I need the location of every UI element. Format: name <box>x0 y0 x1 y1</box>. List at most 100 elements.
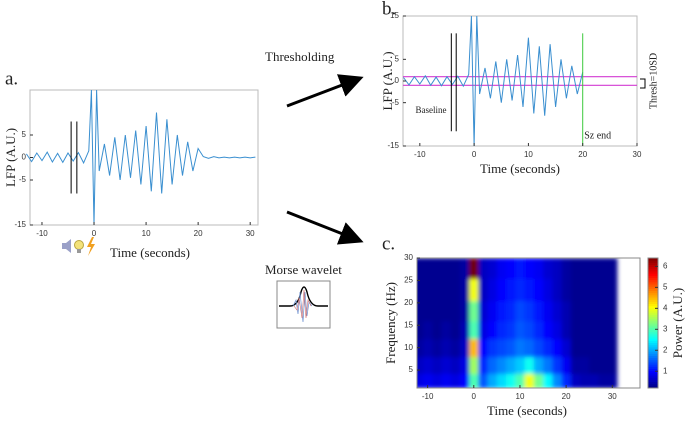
heatmap-cell <box>423 300 433 322</box>
heatmap-cell <box>506 320 516 340</box>
heatmap-cell <box>441 278 452 302</box>
y-tick-label: 20 <box>404 298 413 307</box>
heatmap-cell <box>496 373 507 388</box>
heatmap-cell <box>589 373 599 388</box>
heatmap-cell <box>506 278 516 302</box>
heatmap-cell <box>607 338 618 358</box>
y-axis-label: Frequency (Hz) <box>383 282 398 364</box>
y-tick-label: 5 <box>409 365 414 374</box>
heatmap-cell <box>570 258 581 279</box>
arrow <box>286 210 364 245</box>
x-axis-label: Time (seconds) <box>110 245 190 260</box>
colorbar-slice <box>648 333 658 337</box>
heatmap-cell <box>450 338 461 358</box>
heatmap-cell <box>579 258 590 279</box>
x-tick-label: 10 <box>524 150 533 159</box>
heatmap-cell <box>432 338 442 358</box>
lfp-trace <box>403 15 584 147</box>
colorbar-slice <box>648 258 658 261</box>
x-tick-label: -10 <box>414 150 426 159</box>
y-tick-label: 0 <box>395 76 400 85</box>
colorbar-slice <box>648 353 658 356</box>
panel-label: c. <box>382 233 395 254</box>
heatmap-cell <box>450 320 461 340</box>
heatmap-cell <box>561 338 572 358</box>
colorbar-slice <box>648 316 658 320</box>
colorbar-slice <box>648 290 658 294</box>
heatmap-cell <box>598 300 609 322</box>
heatmap-cell <box>450 356 461 374</box>
heatmap-cell <box>441 300 452 322</box>
colorbar-slice <box>648 264 658 268</box>
heatmap-cell <box>478 338 489 358</box>
heatmap-cell <box>432 373 442 388</box>
panel-label: a. <box>5 68 18 89</box>
heatmap-cell <box>469 338 479 358</box>
colorbar-slice <box>648 357 658 361</box>
panel-label: b. <box>382 0 396 19</box>
heatmap-cell <box>533 373 544 388</box>
colorbar-slice <box>648 327 658 330</box>
colorbar-slice <box>648 310 658 313</box>
heatmap-cell <box>579 356 590 374</box>
x-tick-label: 0 <box>92 229 97 238</box>
heatmap-cell <box>459 278 470 302</box>
colorbar-slice <box>648 379 658 382</box>
heatmap-cell <box>423 356 433 374</box>
heatmap-cell <box>450 258 461 279</box>
step-label: Thresholding <box>265 49 335 64</box>
colorbar-slice <box>648 340 658 343</box>
stimulus-icons <box>62 237 95 256</box>
heatmap-cell <box>432 258 442 279</box>
heatmap-cells <box>417 258 618 388</box>
colorbar-slice <box>648 307 658 311</box>
heatmap-cell <box>524 338 535 358</box>
heatmap-cell <box>543 356 553 374</box>
heatmap-cell <box>506 356 516 374</box>
heatmap-cell <box>487 258 498 279</box>
heatmap-cell <box>469 278 479 302</box>
y-tick-label: -5 <box>392 98 400 107</box>
heatmap-cell <box>469 258 479 279</box>
heatmap-cell <box>543 320 553 340</box>
heatmap-cell <box>469 300 479 322</box>
heatmap-cell <box>533 338 544 358</box>
x-tick-label: 20 <box>194 229 203 238</box>
colorbar-slice <box>648 266 658 270</box>
heatmap-cell <box>417 373 424 388</box>
colorbar-slice <box>648 262 658 265</box>
colorbar-frame <box>647 257 659 389</box>
heatmap-cell <box>579 338 590 358</box>
colorbar-slice <box>648 279 658 283</box>
lfp-trace <box>25 89 256 226</box>
colorbar-slice <box>648 355 658 359</box>
heatmap-cell <box>423 278 433 302</box>
heatmap-cell <box>496 320 507 340</box>
y-tick-label: 30 <box>404 253 413 262</box>
colorbar-slice <box>648 381 658 385</box>
heatmap-cell <box>496 258 507 279</box>
heatmap-cell <box>487 320 498 340</box>
heatmap-cell <box>579 300 590 322</box>
heatmap-cell <box>524 356 535 374</box>
heatmap-cell <box>515 356 526 374</box>
heatmap-cell <box>487 300 498 322</box>
heatmap-cell <box>459 338 470 358</box>
y-tick-label: 15 <box>404 320 413 329</box>
heatmap-cell <box>533 258 544 279</box>
y-tick-label: 5 <box>22 130 27 139</box>
x-axis-label: Time (seconds) <box>487 403 567 418</box>
x-tick-label: 10 <box>516 392 525 401</box>
heatmap-cell <box>469 373 479 388</box>
colorbar-slice <box>648 325 658 328</box>
heatmap-cell <box>598 320 609 340</box>
heatmap-cell <box>543 338 553 358</box>
y-tick-label: 15 <box>390 11 399 20</box>
colorbar-slice <box>648 303 658 307</box>
heatmap-cell <box>552 338 563 358</box>
x-tick-label: 30 <box>246 229 255 238</box>
heatmap-cell <box>432 320 442 340</box>
heatmap-cell <box>441 373 452 388</box>
heatmap-cell <box>417 320 424 340</box>
